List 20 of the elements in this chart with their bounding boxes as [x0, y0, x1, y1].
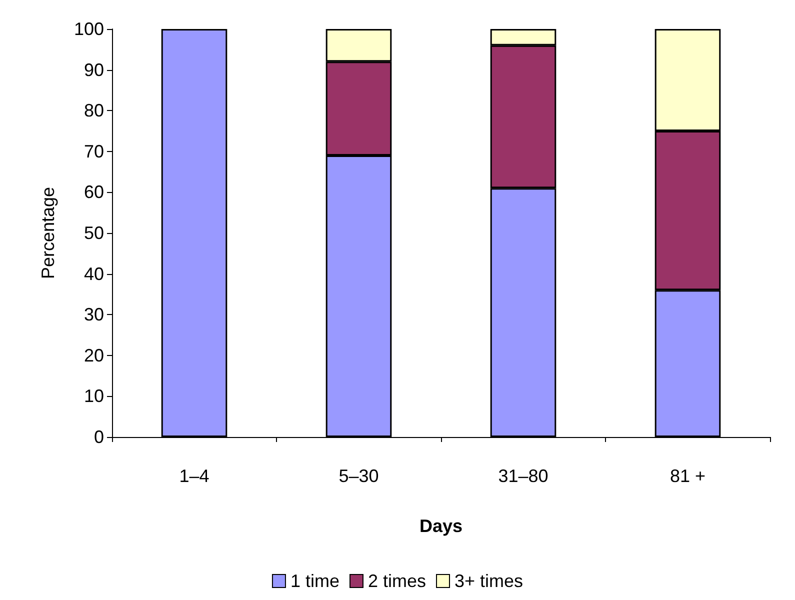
x-tick-label: 5–30 [338, 466, 379, 486]
y-tick-label: 0 [94, 427, 104, 447]
y-tick-label: 60 [84, 182, 104, 202]
y-tick-label: 30 [84, 304, 104, 325]
y-tick-label: 90 [84, 60, 104, 80]
y-tick-label: 80 [84, 100, 104, 121]
legend-label: 1 time [290, 571, 340, 591]
y-tick-label: 100 [74, 19, 104, 39]
y-tick-label: 50 [84, 223, 104, 243]
x-tick-label: 1–4 [179, 466, 210, 486]
y-tick-label: 20 [84, 345, 104, 366]
y-axis-title: Percentage [38, 186, 58, 280]
x-tick-label: 31–80 [498, 466, 548, 486]
y-tick-label: 10 [84, 386, 104, 406]
y-tick-label: 70 [84, 141, 104, 162]
x-axis-title: Days [419, 516, 463, 536]
legend-label: 3+ times [454, 571, 524, 591]
y-tick-label: 40 [84, 264, 104, 284]
x-tick-label: 81 + [670, 466, 706, 486]
legend-label: 2 times [368, 571, 426, 591]
